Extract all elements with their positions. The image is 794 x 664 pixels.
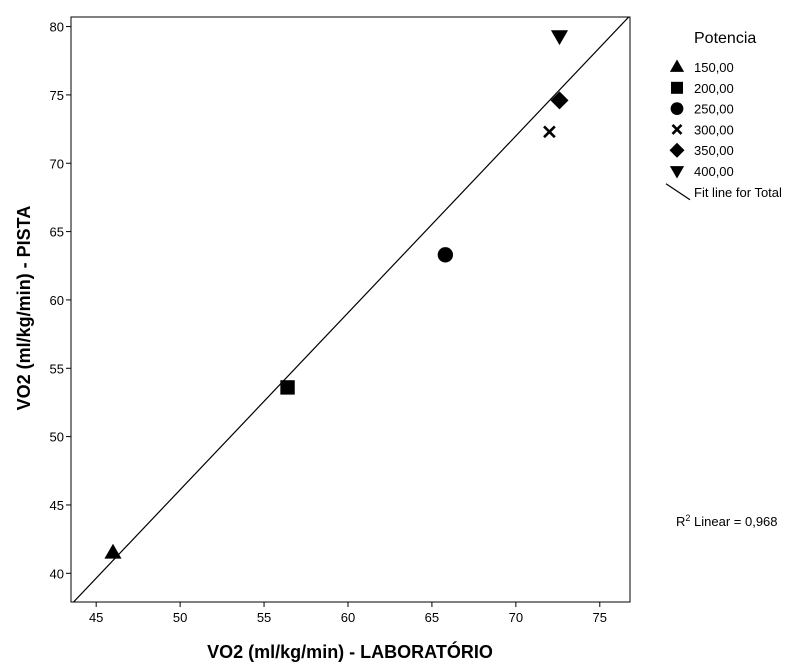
y-tick-label: 50 [50,430,64,445]
x-axis-title: VO2 (ml/kg/min) - LABORATÓRIO [207,641,493,662]
legend-title: Potencia [694,30,756,47]
y-tick-label: 65 [50,225,64,240]
r2-superscript: 2 [685,513,690,523]
data-point-diamond [550,91,569,110]
y-tick-label: 75 [50,88,64,103]
y-tick-label: 40 [50,566,64,581]
legend-label: 350,00 [694,143,734,158]
legend-label: 150,00 [694,60,734,75]
legend-label: 200,00 [694,81,734,96]
r2-value: Linear = 0,968 [690,514,777,529]
r2-annotation: R2 Linear = 0,968 [676,513,778,529]
data-point-triangle-up [104,543,122,559]
x-tick-label: 60 [341,610,355,625]
legend-label: 400,00 [694,164,734,179]
legend-label: 300,00 [694,122,734,137]
data-point-square [280,380,295,395]
y-tick-label: 80 [50,20,64,35]
plot-frame [70,16,631,603]
x-tick-label: 45 [89,610,103,625]
y-tick-label: 60 [50,293,64,308]
x-tick-label: 70 [509,610,523,625]
legend-fit-label: Fit line for Total [694,185,782,200]
y-tick-label: 70 [50,156,64,171]
x-tick-label: 50 [173,610,187,625]
r2-prefix: R [676,514,685,529]
legend-marker-square [671,81,683,94]
data-point-triangle-down [550,30,569,46]
legend-label: 250,00 [694,102,734,117]
data-point-circle [437,247,453,263]
x-tick-label: 65 [425,610,439,625]
legend-fit-line-icon [665,183,691,201]
fit-line [72,17,630,602]
x-tick-label: 55 [257,610,271,625]
legend-marker-diamond [669,142,685,158]
x-tick-label: 75 [593,610,607,625]
legend-marker-triangle-up [669,59,685,72]
data-point-x [543,125,556,139]
y-tick-label: 45 [50,498,64,513]
legend-marker-circle [670,102,684,115]
legend: Potencia 150,00 200,00 250,00 300,00 350,00 4… [665,30,782,201]
legend-marker-x [671,123,683,135]
y-tick-label: 55 [50,361,64,376]
y-axis-title: VO2 (ml/kg/min) - PISTA [14,206,34,411]
legend-marker-triangle-down [669,166,685,179]
